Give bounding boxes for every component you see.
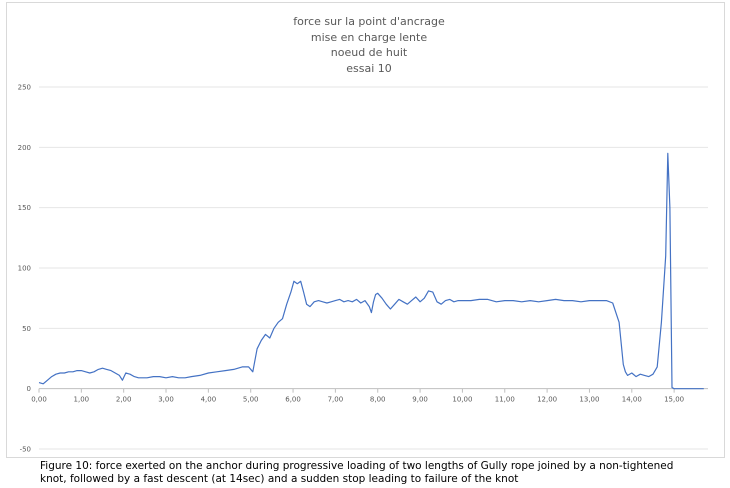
chart-title: force sur la point d'ancrage mise en cha…	[293, 15, 445, 75]
x-tick-label: 13,00	[579, 396, 599, 404]
x-tick-label: 6,00	[285, 396, 301, 404]
series-group	[38, 152, 704, 390]
y-tick-label: 0	[27, 385, 31, 393]
x-tick-label: 14,00	[622, 396, 642, 404]
y-tick-label: -50	[20, 446, 31, 454]
x-tick-label: 2,00	[116, 396, 132, 404]
caption-line-1: Figure 10: force exerted on the anchor d…	[40, 460, 674, 472]
y-tick-label: 250	[18, 84, 31, 92]
x-tick-label: 12,00	[537, 396, 557, 404]
line-chart: force sur la point d'ancrage mise en cha…	[18, 15, 708, 454]
x-tick-label: 11,00	[495, 396, 515, 404]
chart-title-line-2: mise en charge lente	[311, 31, 427, 44]
chart-title-line-3: noeud de huit	[331, 46, 408, 59]
series-line-force	[38, 152, 704, 390]
figure-caption: Figure 10: force exerted on the anchor d…	[40, 460, 720, 486]
y-tick-label: 150	[18, 204, 31, 212]
caption-line-2: knot, followed by a fast descent (at 14s…	[40, 473, 519, 485]
y-axis-ticks: 250 200 150 100 50 0 -50	[18, 84, 31, 454]
y-tick-label: 200	[18, 144, 31, 152]
x-tick-label: 7,00	[328, 396, 344, 404]
chart-title-line-4: essai 10	[346, 62, 392, 75]
y-tick-label: 100	[18, 265, 31, 273]
x-tick-label: 0,00	[31, 396, 47, 404]
x-tick-label: 3,00	[158, 396, 174, 404]
chart-title-line-1: force sur la point d'ancrage	[293, 15, 445, 28]
x-tick-label: 15,00	[664, 396, 684, 404]
x-tick-label: 10,00	[452, 396, 472, 404]
x-tick-label: 5,00	[243, 396, 259, 404]
y-tick-label: 50	[22, 325, 31, 333]
chart-frame: force sur la point d'ancrage mise en cha…	[6, 2, 725, 458]
x-axis-ticks: 0,00 1,00 2,00 3,00 4,00 5,00 6,00 7,00 8,00 9,00…	[31, 388, 684, 404]
x-tick-label: 8,00	[370, 396, 386, 404]
gridlines	[39, 86, 708, 450]
x-tick-label: 1,00	[74, 396, 90, 404]
x-tick-label: 4,00	[201, 396, 217, 404]
x-tick-label: 9,00	[412, 396, 428, 404]
